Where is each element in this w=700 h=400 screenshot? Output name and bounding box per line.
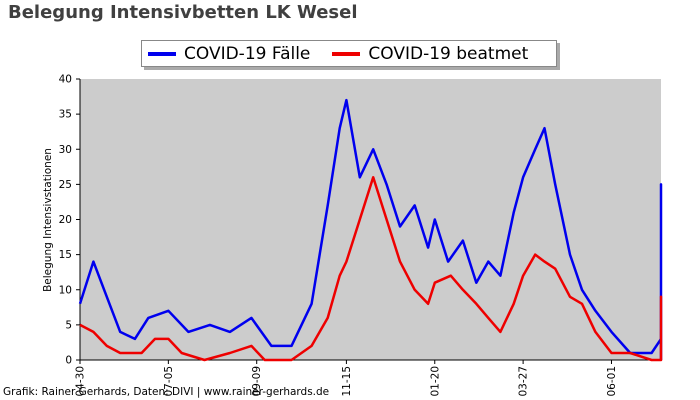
y-tick-label: 15 [59, 249, 72, 261]
series-line-beatmet [79, 176, 663, 362]
series-layer [78, 98, 663, 362]
chart-title: Belegung Intensivbetten LK Wesel [8, 2, 358, 23]
x-axis-ticks: 04-30 07-05 09-09 11-15 01-20 03-27 06-01 [75, 360, 618, 397]
y-tick-label: 0 [65, 355, 72, 367]
y-axis-ticks: 0 5 10 15 20 25 30 35 40 [59, 74, 80, 367]
y-tick-label: 20 [59, 214, 72, 226]
legend-item-beatmet: COVID-19 beatmet [332, 44, 528, 64]
legend-swatch-faelle [148, 51, 176, 56]
legend-label-faelle: COVID-19 Fälle [184, 43, 311, 64]
footer-credit: Grafik: Rainer Gerhards, Daten: DIVI | w… [3, 386, 330, 398]
legend-item-faelle: COVID-19 Fälle [148, 44, 310, 64]
y-tick-label: 35 [59, 109, 72, 121]
x-tick-label: 07-05 [163, 366, 175, 397]
legend-label-beatmet: COVID-19 beatmet [368, 43, 529, 64]
y-tick-label: 30 [59, 144, 72, 156]
y-axis-label: Belegung Intensivstationen [42, 148, 54, 292]
y-tick-label: 5 [65, 319, 72, 331]
x-tick-label: 11-15 [341, 366, 353, 397]
y-tick-label: 40 [59, 74, 72, 86]
y-tick-label: 25 [59, 179, 72, 191]
legend: COVID-19 Fälle COVID-19 beatmet [141, 40, 557, 67]
plot-background [80, 79, 661, 360]
legend-swatch-beatmet [332, 51, 361, 56]
x-tick-label: 01-20 [429, 366, 441, 397]
y-tick-label: 10 [59, 284, 72, 296]
x-tick-label: 04-30 [75, 366, 87, 397]
x-tick-label: 09-09 [251, 366, 263, 397]
x-tick-label: 03-27 [518, 366, 530, 397]
x-tick-label: 06-01 [606, 366, 618, 397]
